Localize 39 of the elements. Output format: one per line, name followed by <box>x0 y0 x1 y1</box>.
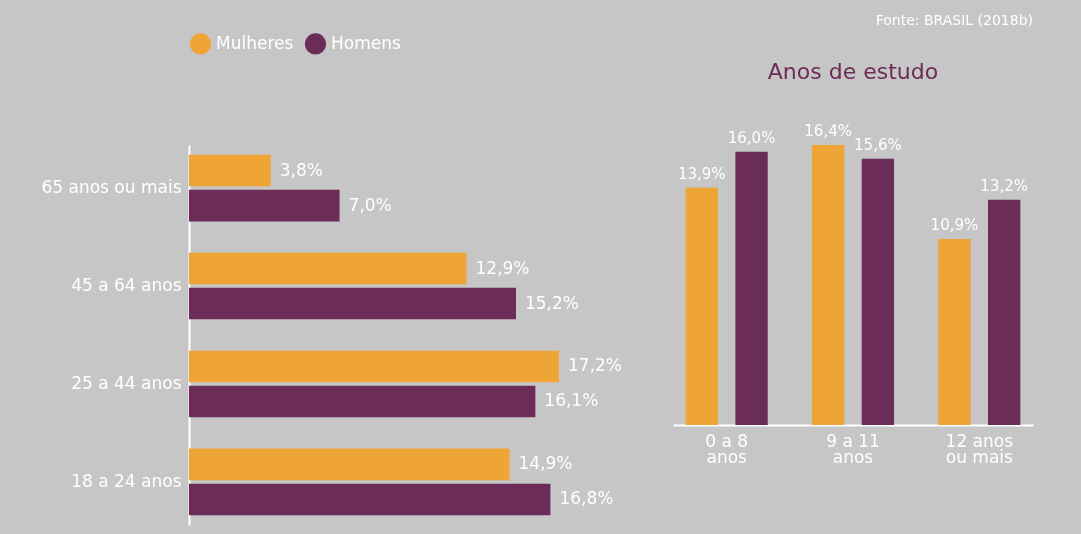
y-tick-label: 65 anos ou mais <box>41 177 182 198</box>
data-label: 17,2% <box>568 355 623 376</box>
legend-label: Homens <box>331 32 401 53</box>
data-label: 14,9% <box>518 453 573 474</box>
bar <box>189 189 340 222</box>
y-tick-label: 25 a 44 anos <box>71 372 182 393</box>
bar <box>189 154 271 187</box>
source-note: Fonte: BRASIL (2018b) <box>875 12 1033 28</box>
data-label: 15,6% <box>854 135 902 154</box>
bar <box>988 199 1021 425</box>
bar <box>685 187 718 425</box>
y-tick-label: 18 a 24 anos <box>71 470 182 491</box>
data-label: 16,1% <box>544 390 599 411</box>
data-label: 10,9% <box>930 215 979 234</box>
x-tick-label: 0 a 8 anos <box>705 430 749 467</box>
y-tick-label: 45 a 64 anos <box>71 275 182 296</box>
bar <box>189 385 536 418</box>
chart-title: Anos de estudo <box>767 59 939 84</box>
bar <box>189 448 510 481</box>
data-label: 12,9% <box>475 257 530 278</box>
x-tick-label: 12 anos ou mais <box>945 430 1014 467</box>
bar <box>189 350 559 383</box>
data-label: 13,2% <box>980 176 1029 195</box>
data-label: 16,4% <box>804 122 852 140</box>
data-label: 16,8% <box>559 488 614 509</box>
bar <box>189 287 516 320</box>
bar <box>938 238 971 425</box>
bar <box>861 158 895 425</box>
data-label: 3,8% <box>279 159 323 180</box>
bar <box>735 151 768 425</box>
bar <box>189 483 551 516</box>
data-label: 13,9% <box>677 164 726 183</box>
data-label: 15,2% <box>524 292 579 313</box>
x-tick-label: 9 a 11 anos <box>826 430 880 467</box>
legend-label: Mulheres <box>216 32 294 53</box>
data-label: 16,0% <box>727 128 776 147</box>
data-label: 7,0% <box>348 194 392 215</box>
bar <box>189 252 467 285</box>
bar <box>811 145 845 425</box>
